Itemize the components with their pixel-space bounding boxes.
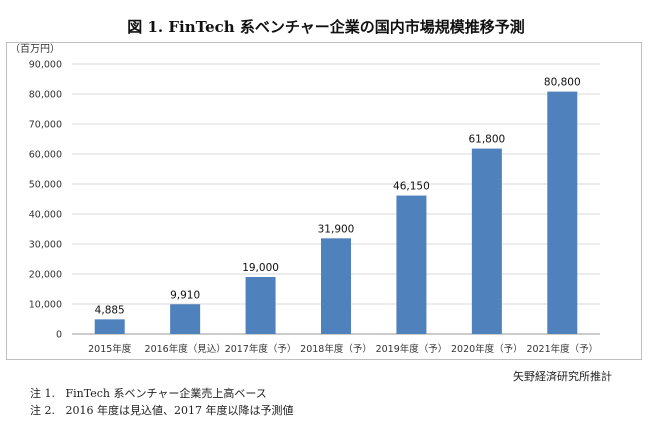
bar [471, 148, 502, 334]
y-tick-label: 80,000 [29, 90, 62, 101]
data-label: 80,800 [544, 77, 581, 89]
data-label: 19,000 [242, 262, 279, 274]
y-tick-label: 0 [56, 330, 62, 341]
x-tick-label: 2020年度（予） [451, 343, 523, 355]
y-tick-label: 60,000 [29, 150, 62, 161]
y-tick-label: 10,000 [29, 300, 62, 311]
x-axis-labels: 2015年度 2016年度（見込）2017年度（予） 2018年度（予） 2019年度… [88, 343, 598, 355]
x-tick-label: 2021年度（予） [526, 343, 598, 355]
y-tick-label: 70,000 [29, 120, 62, 131]
x-tick-label: 2019年度（予） [376, 343, 448, 355]
bar [396, 195, 427, 334]
x-tick-label: 2017年度（予） [225, 343, 297, 355]
bars [94, 91, 578, 334]
footnote-2: 注 2. 2016 年度は見込値、2017 年度以降は予測値 [30, 404, 294, 417]
y-axis-unit-label: （百万円） [10, 43, 60, 55]
bar [547, 91, 578, 334]
data-label: 61,800 [468, 134, 505, 146]
chart-title: 図 1. FinTech 系ベンチャー企業の国内市場規模推移予測 [127, 18, 525, 36]
y-tick-label: 40,000 [29, 210, 62, 221]
data-label: 31,900 [318, 223, 355, 235]
source-credit: 矢野経済研究所推計 [513, 370, 612, 383]
x-tick-label: 2018年度（予） [300, 343, 372, 355]
x-tick-label: 2016年度（見込） [145, 343, 226, 355]
data-labels: 4,885 9,910 19,000 31,900 46,150 61,800 80,800 [95, 77, 581, 317]
data-label: 9,910 [170, 289, 200, 301]
y-tick-label: 20,000 [29, 270, 62, 281]
data-label: 46,150 [393, 181, 430, 193]
footnote-1: 注 1. FinTech 系ベンチャー企業売上高ベース [30, 387, 267, 400]
data-label: 4,885 [95, 304, 125, 316]
y-tick-label: 30,000 [29, 240, 62, 251]
y-tick-label: 90,000 [29, 60, 62, 71]
bar [245, 277, 276, 334]
y-tick-label: 50,000 [29, 180, 62, 191]
bar [170, 304, 201, 334]
x-tick-label: 2015年度 [88, 343, 132, 355]
bar [321, 238, 351, 334]
chart-frame [6, 42, 642, 360]
bar [94, 319, 125, 334]
y-axis-ticks: 0 10,000 20,000 30,000 40,000 50,000 60,000 70,… [29, 60, 62, 341]
